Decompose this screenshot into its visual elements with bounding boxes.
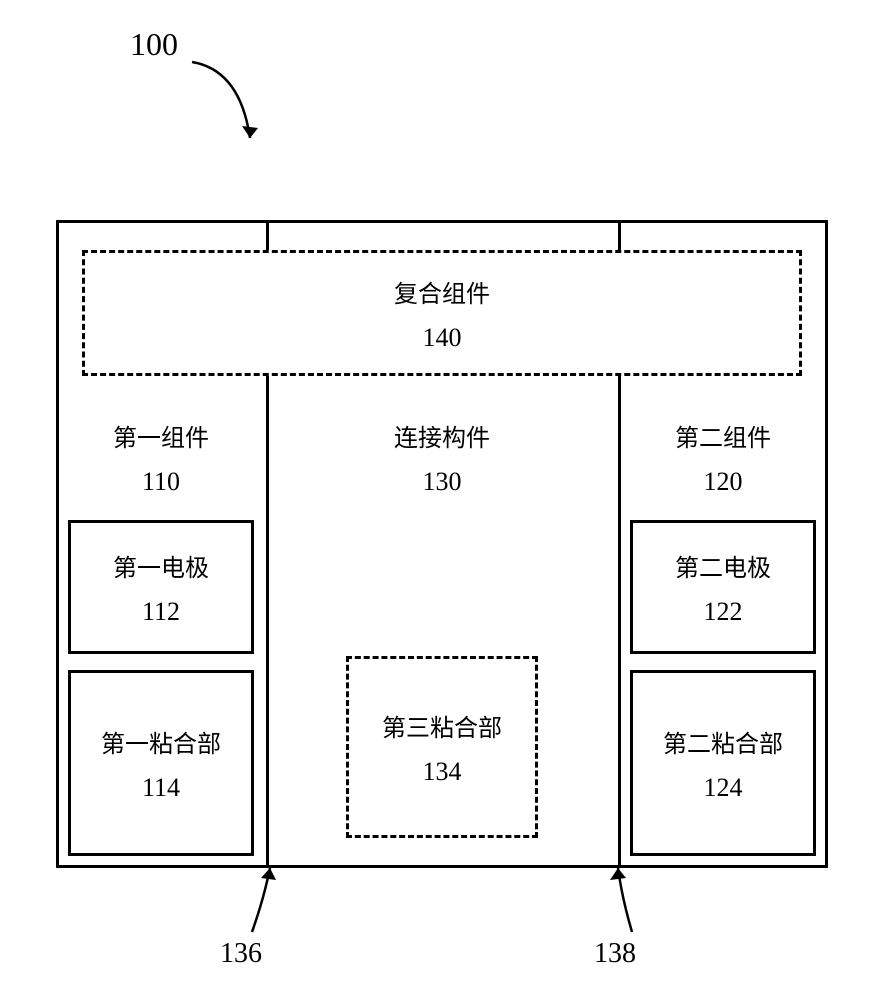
first-component-label: 第一组件 — [56, 418, 266, 453]
ref-arrow-right — [576, 860, 656, 940]
second-electrode-num: 122 — [704, 597, 743, 627]
composite-box: 复合组件 140 — [82, 250, 802, 376]
first-adhesive-box: 第一粘合部 114 — [68, 670, 254, 856]
ref-arrow-left — [230, 860, 310, 940]
composite-label: 复合组件 — [394, 274, 490, 309]
second-component-label: 第二组件 — [618, 418, 828, 453]
first-component-num: 110 — [56, 467, 266, 497]
second-component-num: 120 — [618, 467, 828, 497]
second-adhesive-box: 第二粘合部 124 — [630, 670, 816, 856]
first-adhesive-num: 114 — [142, 773, 180, 803]
ref-right-text: 138 — [594, 938, 636, 969]
first-adhesive-label: 第一粘合部 — [101, 724, 221, 759]
connector-region: 连接构件 130 — [266, 418, 618, 497]
figure-number: 100 — [130, 26, 178, 63]
first-component-region: 第一组件 110 — [56, 418, 266, 497]
second-adhesive-num: 124 — [704, 773, 743, 803]
third-adhesive-label: 第三粘合部 — [382, 708, 502, 743]
figure-number-text: 100 — [130, 26, 178, 62]
first-electrode-num: 112 — [142, 597, 180, 627]
ref-left-text: 136 — [220, 938, 262, 969]
third-adhesive-num: 134 — [423, 757, 462, 787]
second-adhesive-label: 第二粘合部 — [663, 724, 783, 759]
third-adhesive-box: 第三粘合部 134 — [346, 656, 538, 838]
first-electrode-box: 第一电极 112 — [68, 520, 254, 654]
connector-label: 连接构件 — [266, 418, 618, 453]
figure-arrow — [180, 50, 300, 170]
second-electrode-label: 第二电极 — [675, 548, 771, 583]
composite-num: 140 — [423, 323, 462, 353]
first-electrode-label: 第一电极 — [113, 548, 209, 583]
second-electrode-box: 第二电极 122 — [630, 520, 816, 654]
ref-left-label: 136 — [220, 938, 262, 970]
second-component-region: 第二组件 120 — [618, 418, 828, 497]
connector-num: 130 — [266, 467, 618, 497]
ref-right-label: 138 — [594, 938, 636, 970]
